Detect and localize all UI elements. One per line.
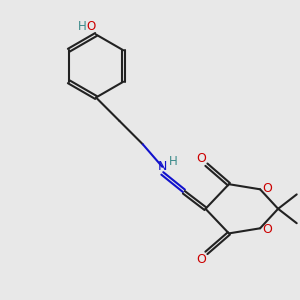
Text: H: H	[78, 20, 87, 33]
Text: O: O	[262, 182, 272, 195]
Text: H: H	[169, 155, 178, 168]
Text: O: O	[262, 223, 272, 236]
Text: O: O	[196, 253, 206, 266]
Text: N: N	[158, 160, 167, 173]
Text: O: O	[86, 20, 95, 33]
Text: O: O	[196, 152, 206, 165]
